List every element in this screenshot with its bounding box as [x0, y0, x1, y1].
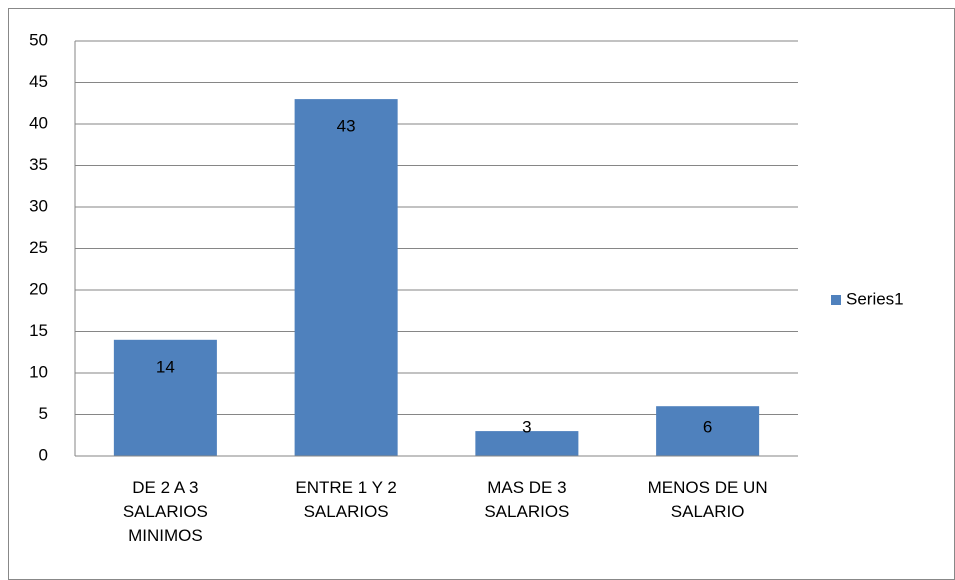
bar — [113, 339, 217, 456]
data-label: 43 — [337, 117, 356, 136]
y-tick-label: 40 — [29, 113, 48, 132]
y-tick-label: 15 — [29, 321, 48, 340]
bar — [656, 406, 760, 456]
legend-swatch — [831, 295, 841, 305]
y-tick-label: 30 — [29, 196, 48, 215]
data-label: 14 — [156, 357, 175, 376]
y-tick-label: 20 — [29, 279, 48, 298]
x-tick-label: MAS DE 3 SALARIOS — [484, 478, 570, 521]
x-tick-label: DE 2 A 3 SALARIOS MINIMOS — [122, 478, 208, 545]
bar — [475, 431, 579, 456]
y-tick-label: 45 — [29, 72, 48, 91]
x-tick-label: ENTRE 1 Y 2 SALARIOS — [295, 478, 397, 521]
data-label: 6 — [703, 417, 712, 436]
y-tick-label: 35 — [29, 155, 48, 174]
x-tick-label: MENOS DE UN SALARIO — [647, 478, 768, 521]
y-tick-label: 50 — [29, 30, 48, 49]
y-tick-label: 0 — [39, 445, 48, 464]
chart-border — [8, 8, 955, 580]
y-tick-label: 25 — [29, 238, 48, 257]
bar — [294, 99, 398, 456]
legend-label: Series1 — [846, 289, 904, 308]
y-tick-label: 10 — [29, 362, 48, 381]
data-label: 3 — [522, 417, 531, 436]
y-tick-label: 5 — [39, 404, 48, 423]
